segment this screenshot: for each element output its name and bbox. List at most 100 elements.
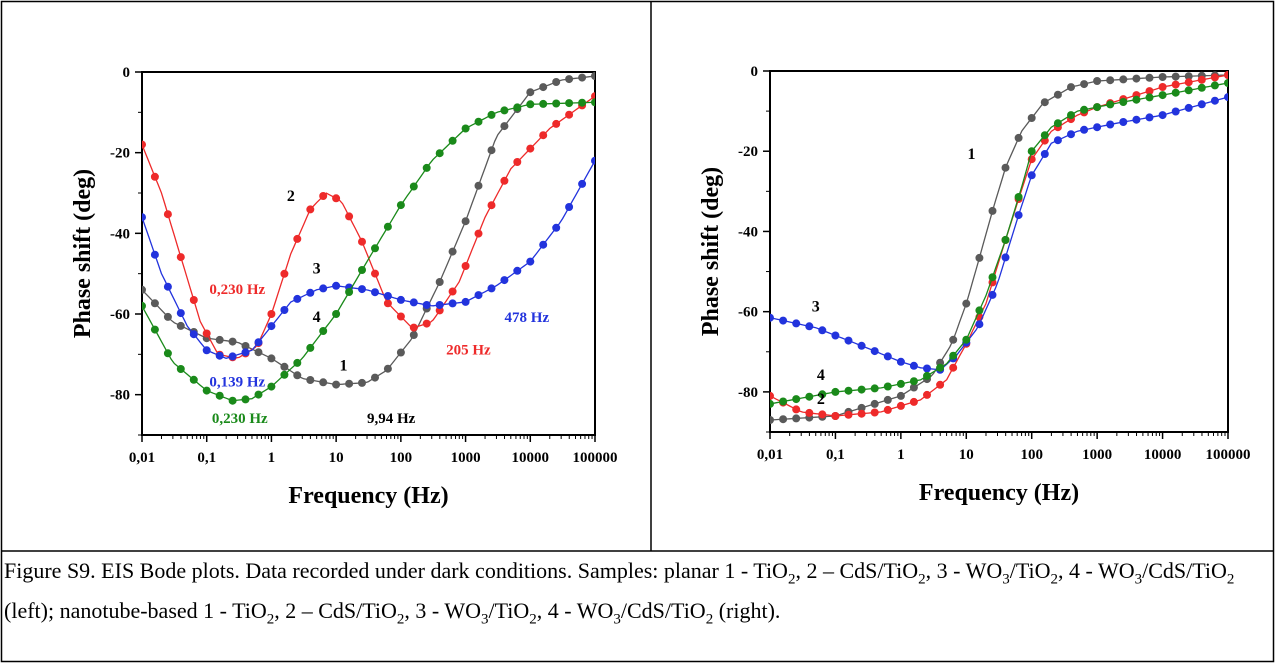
series-marker-4 (448, 136, 457, 145)
y-tick-label: -60 (738, 305, 758, 321)
series-marker-3 (1224, 93, 1228, 102)
series-marker-2 (163, 210, 172, 219)
series-marker-1 (552, 78, 561, 86)
series-marker-4 (988, 273, 997, 282)
series-marker-1 (1171, 72, 1180, 81)
series-marker-3 (202, 346, 211, 355)
series-marker-1 (1093, 77, 1102, 85)
series-marker-3 (254, 338, 263, 347)
series-marker-2 (896, 401, 905, 410)
caption-subscript: 2 (1050, 571, 1059, 588)
y-tick-label: -20 (110, 146, 130, 162)
series-marker-4 (552, 99, 561, 108)
caption-subscript: 3 (1134, 571, 1143, 588)
series-marker-4 (513, 103, 522, 112)
series-3 (770, 93, 1228, 374)
series-marker-1 (1158, 73, 1167, 81)
series-marker-4 (142, 301, 146, 310)
curve-label-4: 4 (817, 367, 825, 384)
series-marker-3 (1014, 211, 1023, 220)
series-marker-2 (1171, 80, 1180, 89)
series-marker-1 (526, 88, 535, 97)
series-marker-1 (241, 342, 250, 350)
series-marker-4 (422, 163, 431, 172)
series-marker-3 (293, 294, 302, 303)
series-marker-2 (500, 176, 509, 185)
series-marker-1 (215, 335, 224, 344)
series-marker-3 (1197, 100, 1206, 109)
series-marker-2 (949, 363, 958, 372)
series-marker-4 (435, 149, 444, 158)
series-marker-4 (539, 99, 548, 108)
series-4 (770, 79, 1228, 408)
y-tick-label: -40 (110, 226, 130, 242)
series-marker-4 (383, 222, 392, 231)
series-marker-3 (844, 336, 853, 345)
series-marker-1 (150, 299, 159, 308)
series-marker-1 (1132, 74, 1141, 83)
series-marker-1 (142, 285, 146, 294)
series-marker-1 (293, 371, 302, 380)
series-marker-4 (1014, 193, 1023, 201)
series-line-1 (770, 74, 1228, 421)
series-marker-2 (936, 380, 945, 389)
x-tick-label: 10000 (512, 450, 550, 466)
series-marker-4 (1119, 98, 1128, 106)
series-marker-4 (1224, 79, 1228, 87)
series-marker-1 (267, 354, 276, 363)
series-marker-3 (539, 240, 548, 249)
curve-label-3: 3 (812, 299, 820, 316)
series-marker-4 (1184, 86, 1193, 95)
series-marker-3 (896, 357, 905, 366)
series-marker-2 (422, 319, 431, 328)
series-marker-4 (1197, 83, 1206, 92)
series-marker-2 (332, 194, 341, 203)
series-marker-4 (896, 379, 905, 388)
series-marker-4 (923, 371, 931, 380)
series-marker-4 (202, 386, 211, 395)
series-marker-1 (474, 181, 483, 190)
series-marker-1 (448, 247, 457, 256)
series-marker-3 (1001, 253, 1010, 262)
chart-right-phase-shift: 0,01 0,1 1 10 100 1000 10000 100000 0 -20 -40 -60 -8… (698, 64, 1251, 506)
series-marker-2 (345, 212, 354, 221)
series-marker-4 (818, 390, 827, 399)
series-marker-4 (526, 100, 535, 109)
series-marker-3 (409, 298, 418, 307)
series-marker-4 (267, 382, 276, 391)
curve-label-1: 1 (340, 357, 348, 374)
series-marker-3 (1171, 107, 1180, 116)
series-line-3 (770, 96, 1228, 371)
frequency-annotation: 478 Hz (505, 310, 550, 326)
series-marker-3 (332, 281, 341, 290)
series-marker-1 (565, 75, 574, 84)
series-marker-3 (1040, 150, 1049, 158)
series-marker-2 (371, 269, 379, 278)
figure-caption: Figure S9. EIS Bode plots. Data recorded… (4, 555, 1274, 636)
series-marker-4 (228, 396, 237, 405)
caption-text: , 2 – CdS/TiO (274, 598, 397, 624)
caption-subscript: 2 (787, 571, 796, 588)
series-4 (142, 98, 595, 405)
series-marker-1 (591, 72, 595, 80)
caption-subscript: 2 (705, 611, 714, 628)
series-marker-3 (280, 306, 289, 314)
series-marker-3 (422, 301, 431, 309)
series-marker-4 (565, 99, 574, 108)
series-marker-4 (1053, 119, 1062, 128)
series-marker-4 (332, 310, 341, 318)
caption-text: , 3 - WO (925, 558, 1003, 583)
series-marker-1 (883, 395, 892, 404)
series-marker-4 (909, 377, 918, 386)
series-marker-4 (358, 266, 366, 274)
series-marker-1 (319, 378, 328, 387)
series-marker-3 (779, 316, 788, 325)
series-marker-4 (1080, 105, 1089, 114)
series-marker-2 (552, 119, 561, 128)
caption-subscript: 2 (1226, 571, 1235, 588)
series-marker-3 (435, 301, 444, 309)
x-tick-label: 1000 (1082, 447, 1112, 463)
series-marker-2 (383, 299, 392, 308)
series-line-2 (770, 74, 1228, 417)
